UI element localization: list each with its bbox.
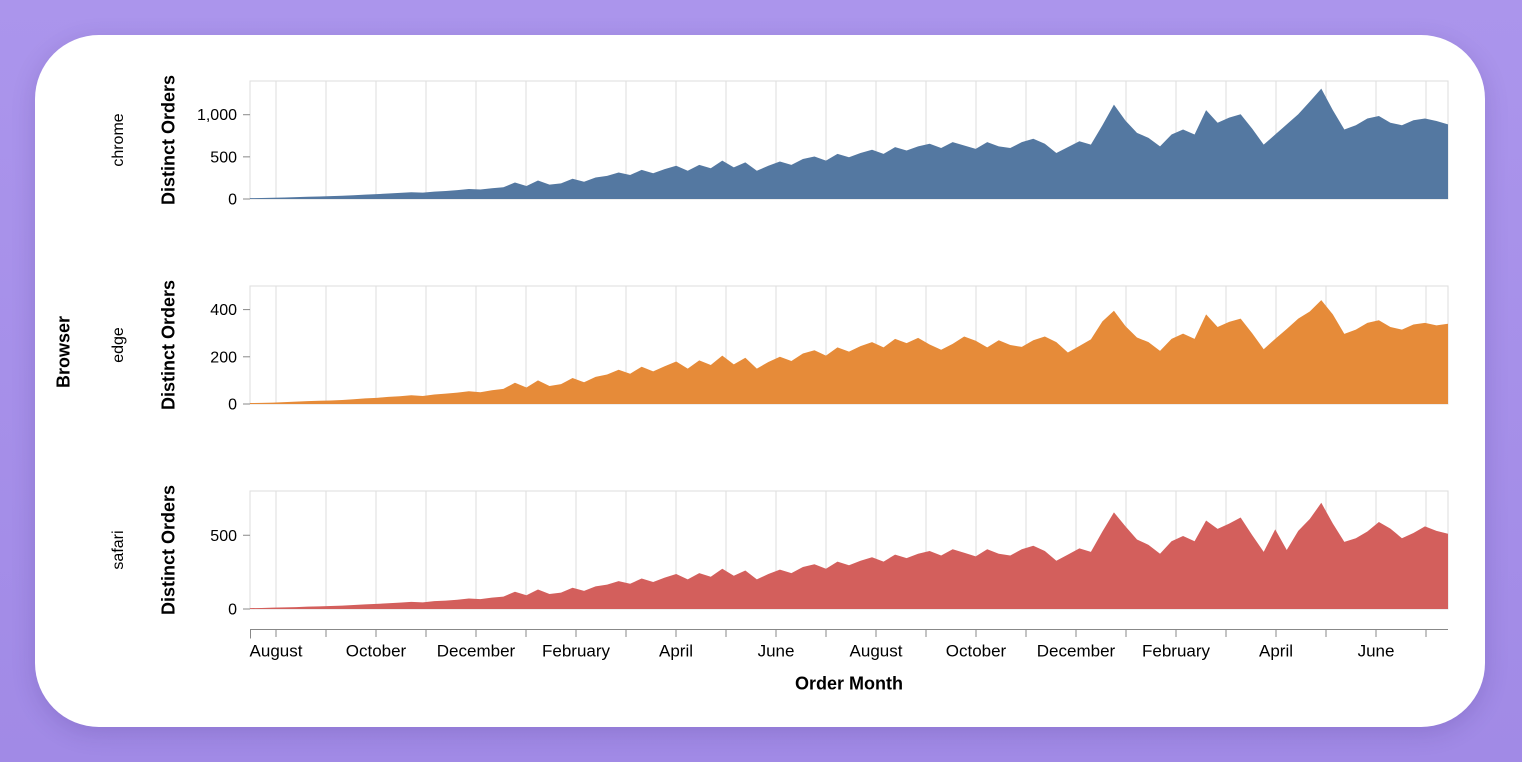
facet-plot-safari: 0 500	[210, 490, 1449, 619]
x-tick-label: June	[1358, 642, 1395, 661]
facet-plot-edge: 0 200 400	[210, 285, 1449, 414]
y-tick-label: 0	[228, 397, 237, 414]
y-tick-label: 1,000	[197, 107, 237, 124]
area-chrome	[250, 88, 1448, 199]
area-safari	[250, 502, 1448, 609]
x-tick-label: August	[250, 642, 303, 661]
x-tick-label: October	[946, 642, 1007, 661]
x-tick-label: December	[437, 642, 516, 661]
y-tick-label: 500	[210, 528, 237, 545]
x-tick-label: April	[1259, 642, 1293, 661]
x-tick-label: June	[758, 642, 795, 661]
x-tick-label: August	[850, 642, 903, 661]
x-tick-label: February	[1142, 642, 1211, 661]
area-edge	[250, 300, 1448, 404]
facet-plot-chrome: 0 500 1,000	[197, 80, 1449, 209]
x-tick-label: February	[542, 642, 611, 661]
y-tick-label: 400	[210, 302, 237, 319]
y-tick-label: 0	[228, 602, 237, 619]
x-axis: August October December February April June Au…	[250, 629, 1448, 661]
x-tick-label: April	[659, 642, 693, 661]
y-tick-label: 500	[210, 149, 237, 166]
x-tick-label: October	[346, 642, 407, 661]
x-axis-title: Order Month	[795, 673, 903, 694]
y-tick-label: 0	[228, 192, 237, 209]
x-tick-label: December	[1037, 642, 1116, 661]
y-tick-label: 200	[210, 349, 237, 366]
